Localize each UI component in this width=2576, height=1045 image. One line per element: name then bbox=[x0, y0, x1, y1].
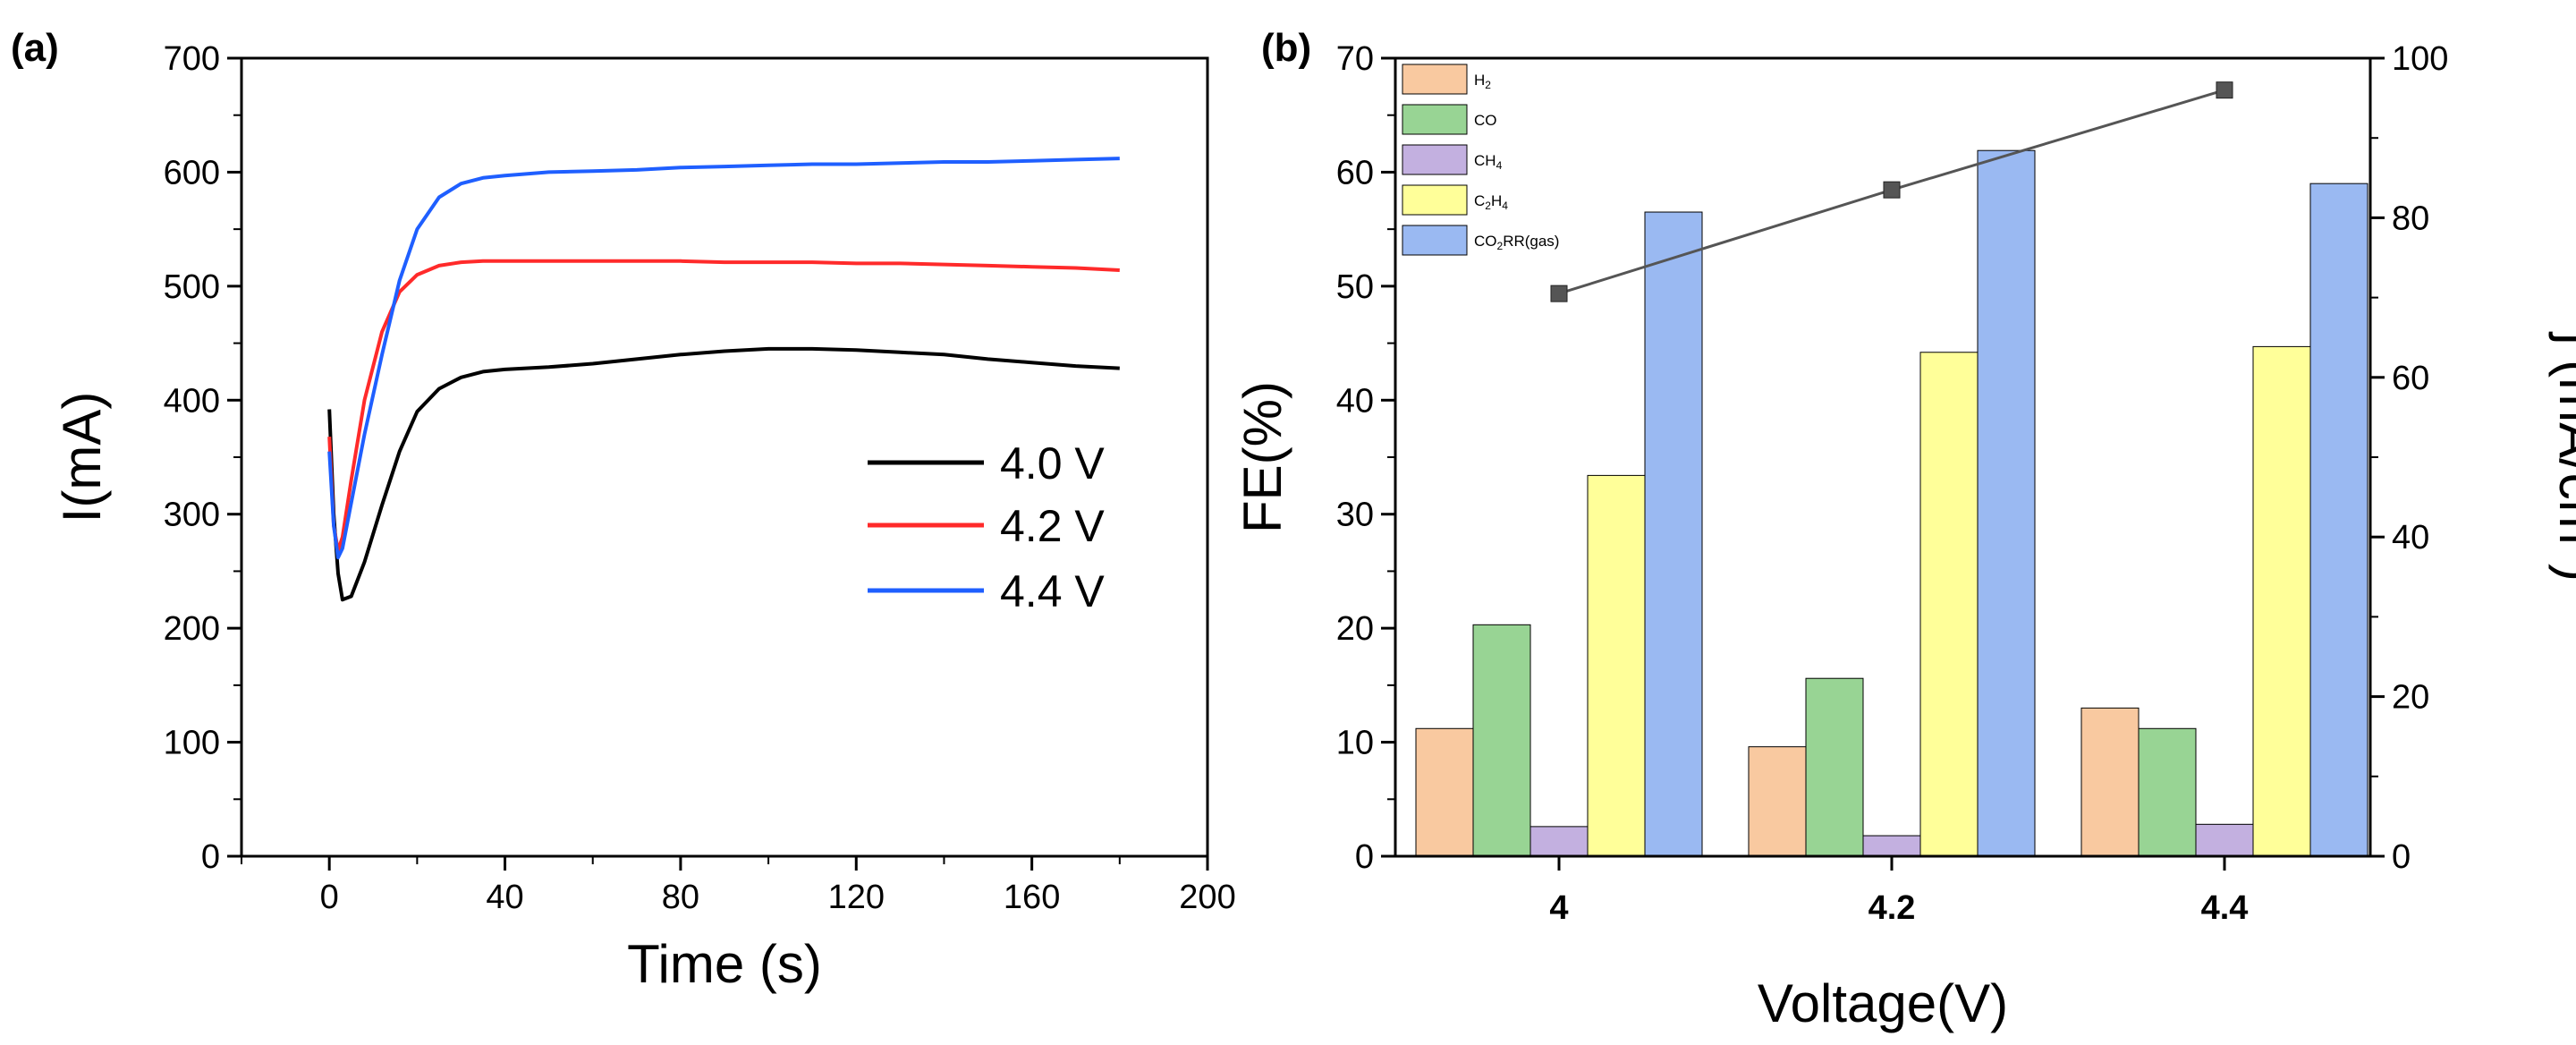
x-tick-label-a: 160 bbox=[1004, 879, 1060, 916]
bar-co-4-4 bbox=[2138, 727, 2197, 857]
ticks-b: 4 4.2 4.4 0 10 20 30 40 50 60 70 0 20 40 60 80 100 bbox=[1336, 40, 2449, 927]
y-tick-label-b: 60 bbox=[1336, 154, 1374, 191]
bar-c2h4-4-2 bbox=[1919, 352, 1979, 857]
y2-tick-label-b: 40 bbox=[2392, 519, 2429, 556]
series-line-4-4-V bbox=[327, 157, 1120, 560]
legend-a: 4.0 V 4.2 V 4.4 V bbox=[868, 438, 1105, 616]
j-marker bbox=[2216, 81, 2233, 99]
y-tick-label-a: 300 bbox=[164, 497, 220, 534]
y-tick-label-a: 700 bbox=[164, 40, 220, 78]
ticks-a: 0 40 80 120 160 200 0 100 200 300 400 500 600 700 bbox=[164, 40, 1236, 916]
bar-h2-4-2 bbox=[1748, 746, 1807, 857]
bars-b bbox=[1415, 149, 2368, 857]
bar-h2-4-4 bbox=[2080, 707, 2140, 857]
x-tick-label-b: 4.2 bbox=[1868, 889, 1916, 927]
series-line-4-0-V bbox=[327, 346, 1120, 602]
x-axis-title-a: Time (s) bbox=[627, 934, 822, 994]
y2-tick-label-b: 0 bbox=[2392, 838, 2411, 876]
y-tick-label-b: 30 bbox=[1336, 497, 1374, 534]
y-axis-title-b: FE(%) bbox=[1233, 381, 1292, 533]
bar-co-4 bbox=[1472, 624, 1531, 857]
legend-label-4-2v: 4.2 V bbox=[1000, 501, 1105, 551]
y2-tick-label-b: 80 bbox=[2392, 200, 2429, 237]
legend-swatch-ch4 bbox=[1402, 144, 1468, 175]
series-line-4-2-V bbox=[327, 259, 1120, 553]
x-tick-label-a: 40 bbox=[486, 879, 523, 916]
y-tick-label-b: 0 bbox=[1355, 838, 1374, 876]
panel-a: (a) 0 40 80 120 160 200 0 100 200 300 400 500 600 700… bbox=[11, 26, 1236, 994]
y-tick-label-a: 400 bbox=[164, 382, 220, 420]
x-tick-label-a: 120 bbox=[828, 879, 885, 916]
legend-label-c2h4: C2H4 bbox=[1474, 192, 1508, 212]
legend-label-co2rr: CO2RR(gas) bbox=[1474, 233, 1559, 252]
legend-label-ch4: CH4 bbox=[1474, 152, 1503, 172]
panel-b: (b) 4 4.2 4.4 0 10 20 30 40 50 60 70 0 20 40 60 80 100 V… bbox=[1233, 26, 2576, 1033]
y-axis-title-a: I(mA) bbox=[52, 392, 112, 523]
bar-co2rrgas-4 bbox=[1644, 211, 1703, 857]
bar-co2rrgas-4-2 bbox=[1977, 149, 2036, 857]
y-tick-label-b: 70 bbox=[1336, 40, 1374, 78]
y-tick-label-a: 500 bbox=[164, 268, 220, 306]
plot-frame-b bbox=[1394, 56, 2372, 858]
y-tick-label-b: 10 bbox=[1336, 725, 1374, 762]
legend-label-4-4v: 4.4 V bbox=[1000, 566, 1105, 616]
y-tick-label-a: 100 bbox=[164, 725, 220, 762]
y-tick-label-b: 40 bbox=[1336, 382, 1374, 420]
j-marker bbox=[1883, 181, 1901, 199]
legend-label-h2: H2 bbox=[1474, 72, 1491, 91]
y-tick-label-a: 600 bbox=[164, 154, 220, 191]
panel-label-a: (a) bbox=[11, 26, 59, 70]
bar-ch4-4-4 bbox=[2195, 823, 2254, 857]
legend-swatch-c2h4 bbox=[1402, 184, 1468, 216]
current-density-line bbox=[1550, 81, 2233, 302]
bar-ch4-4 bbox=[1530, 826, 1589, 857]
y-tick-label-a: 200 bbox=[164, 610, 220, 648]
x-axis-title-b: Voltage(V) bbox=[1758, 973, 2008, 1033]
x-tick-label-b: 4 bbox=[1549, 889, 1568, 927]
legend-label-4-0v: 4.0 V bbox=[1000, 438, 1105, 489]
y-tick-label-b: 20 bbox=[1336, 610, 1374, 648]
bar-ch4-4-2 bbox=[1862, 835, 1921, 857]
x-tick-label-a: 80 bbox=[662, 879, 699, 916]
series-lines-a bbox=[327, 157, 1120, 602]
y2-tick-label-b: 60 bbox=[2392, 360, 2429, 397]
y2-tick-label-b: 100 bbox=[2392, 40, 2448, 78]
legend-swatch-co2rr bbox=[1402, 225, 1468, 256]
legend-b: H2 CO CH4 C2H4 CO2RR(gas) bbox=[1402, 64, 1559, 256]
bar-co2rrgas-4-4 bbox=[2309, 183, 2368, 857]
legend-label-co: CO bbox=[1474, 112, 1497, 129]
bar-h2-4 bbox=[1415, 727, 1474, 857]
bar-c2h4-4-4 bbox=[2252, 345, 2311, 857]
y-tick-label-b: 50 bbox=[1336, 268, 1374, 306]
y2-tick-label-b: 20 bbox=[2392, 679, 2429, 717]
bar-c2h4-4 bbox=[1587, 474, 1646, 857]
y2-axis-title-b: j (mA/cm2) bbox=[2548, 331, 2576, 582]
x-tick-label-a: 200 bbox=[1179, 879, 1235, 916]
x-tick-label-a: 0 bbox=[320, 879, 339, 916]
x-tick-label-b: 4.4 bbox=[2201, 889, 2249, 927]
y-tick-label-a: 0 bbox=[201, 838, 220, 876]
bar-co-4-2 bbox=[1805, 677, 1864, 857]
panel-label-b: (b) bbox=[1261, 26, 1311, 70]
j-marker bbox=[1550, 285, 1568, 302]
legend-swatch-h2 bbox=[1402, 64, 1468, 95]
legend-swatch-co bbox=[1402, 104, 1468, 135]
